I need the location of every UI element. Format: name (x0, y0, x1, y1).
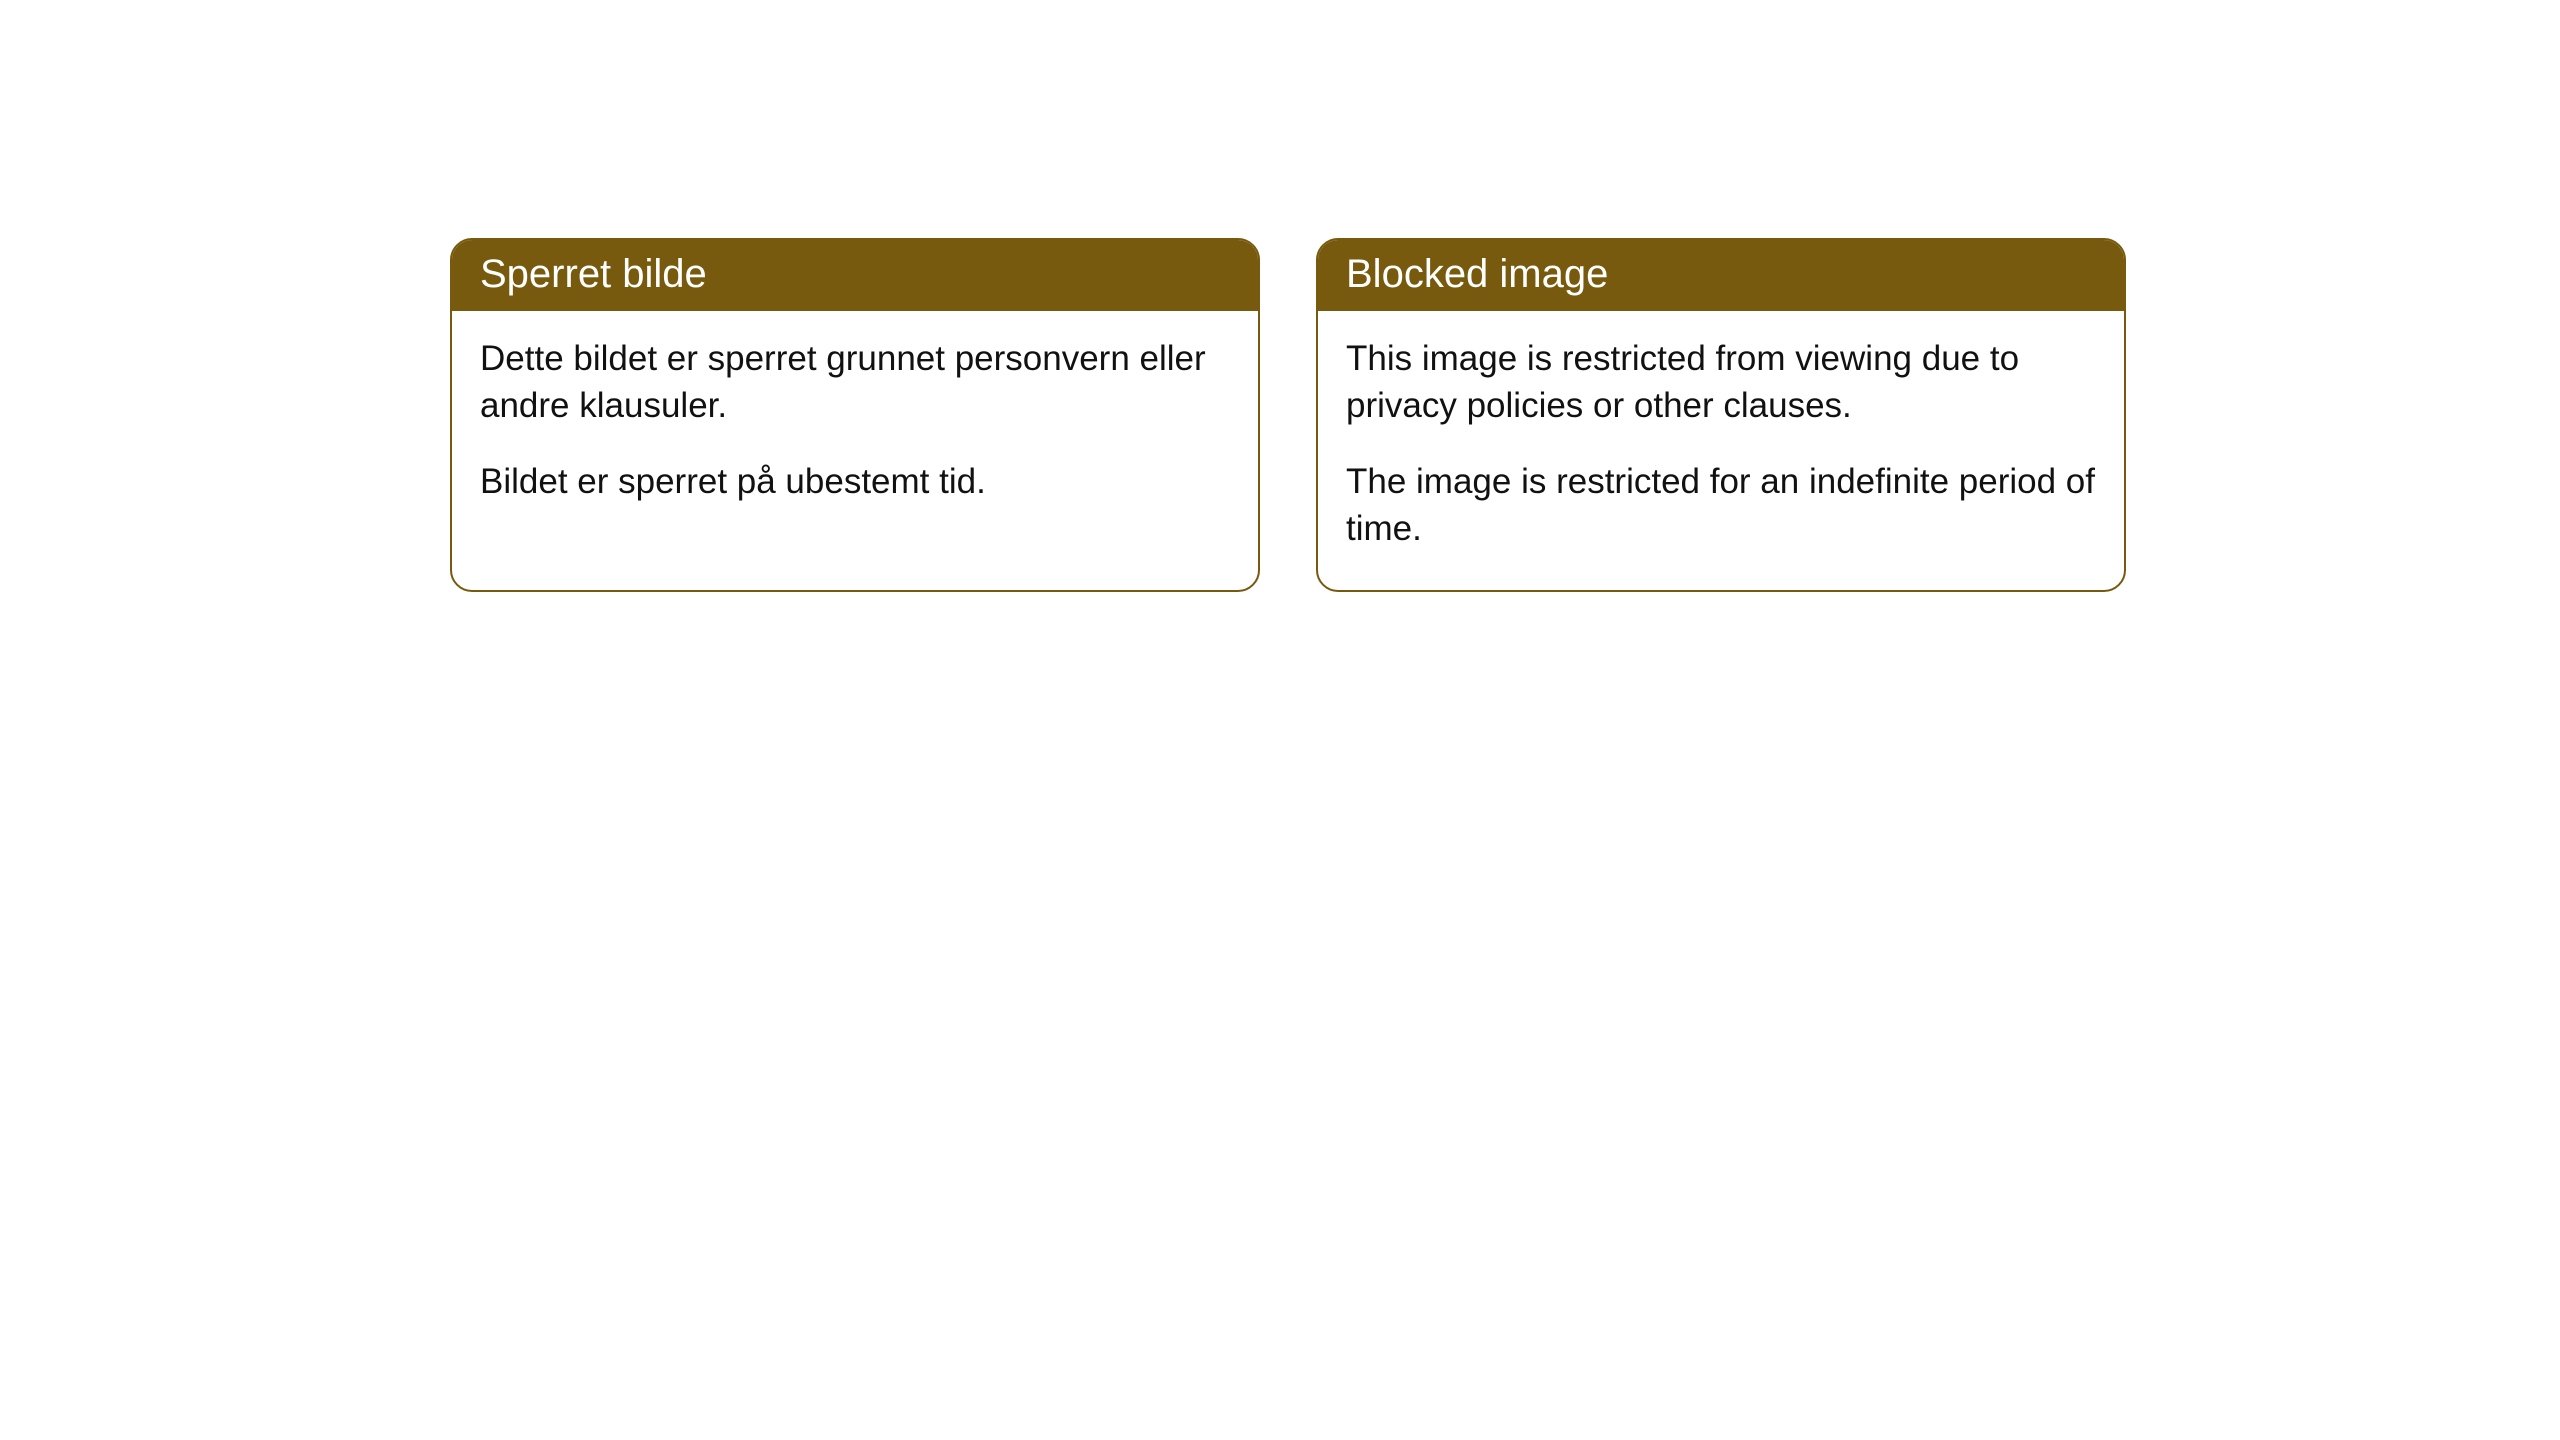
card-paragraph: This image is restricted from viewing du… (1346, 335, 2096, 430)
card-body: This image is restricted from viewing du… (1318, 311, 2124, 590)
card-paragraph: Bildet er sperret på ubestemt tid. (480, 458, 1230, 505)
card-header: Blocked image (1318, 240, 2124, 311)
card-paragraph: The image is restricted for an indefinit… (1346, 458, 2096, 553)
notice-cards-container: Sperret bilde Dette bildet er sperret gr… (450, 238, 2560, 592)
notice-card-norwegian: Sperret bilde Dette bildet er sperret gr… (450, 238, 1260, 592)
card-paragraph: Dette bildet er sperret grunnet personve… (480, 335, 1230, 430)
card-header: Sperret bilde (452, 240, 1258, 311)
notice-card-english: Blocked image This image is restricted f… (1316, 238, 2126, 592)
card-title: Blocked image (1346, 252, 1608, 296)
card-body: Dette bildet er sperret grunnet personve… (452, 311, 1258, 543)
card-title: Sperret bilde (480, 252, 707, 296)
